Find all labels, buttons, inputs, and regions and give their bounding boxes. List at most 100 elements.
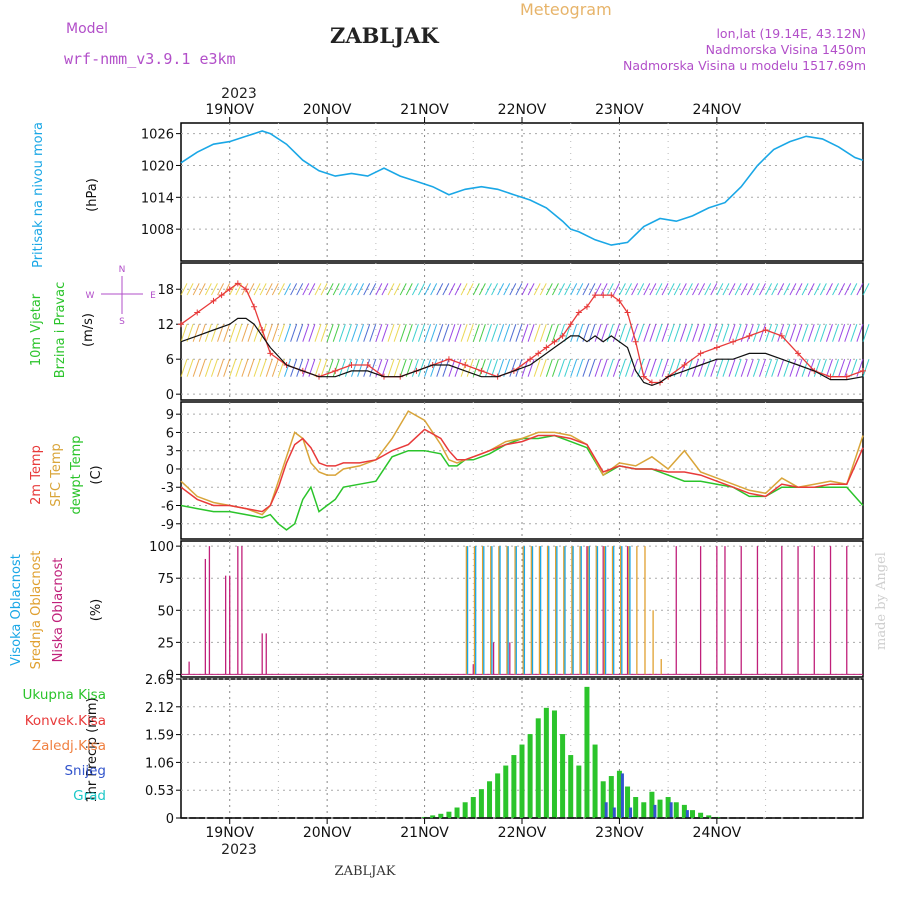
wind-barb [807,283,815,296]
wind-barb [862,324,870,342]
wind-barb [746,283,754,296]
wind-barb [186,359,194,377]
wind-barb [442,324,450,342]
wind-barb [381,359,389,377]
wind-barb [454,283,462,296]
precip-bar [503,765,509,818]
wind-barb [655,283,663,296]
credit: made by Angel [874,552,889,650]
precip-bar [487,781,493,818]
wind-barb [503,324,511,342]
precip-bar [612,807,616,818]
wind-barb [320,324,328,342]
precip-bar [462,802,468,818]
wind-barb [759,359,766,377]
wind-barb [643,324,651,342]
wind-barb [679,283,687,296]
wind-label-1: 10m Vjetar [29,293,44,366]
mid-cloud-label: Srednja Oblacnost [29,551,44,670]
precip-bar [584,686,590,818]
wind-barb [247,324,255,342]
wind-barb [813,324,821,342]
wind-barb [649,324,657,342]
wind-barb [436,283,444,296]
wind-barb [497,283,505,296]
wind-barb [253,359,261,377]
wind-barb [826,283,833,296]
wind-barb [606,359,614,377]
wind-barb [625,324,632,342]
wind-barb [210,359,218,377]
temp-tick-label: 9 [166,408,174,423]
wind-barb [314,283,322,296]
precip-bar [430,815,436,818]
wind-barb [314,359,322,377]
wind-barb [363,324,371,342]
wind-barb [497,324,505,342]
cloud-tick-label: 25 [157,636,174,651]
wind-barb [551,324,559,342]
wind-barb [631,283,639,296]
gust-marker [559,332,566,339]
wind-barb [210,324,218,342]
wind-barb [296,359,304,377]
wind-barb [539,283,547,296]
gust-marker [697,350,704,357]
wind-barb [856,359,864,377]
wind-barb [229,359,237,377]
wind-barb [484,359,492,377]
wind-barb [497,359,505,377]
wind-barb [296,324,304,342]
precip-bar [551,710,557,818]
wind-barb [716,359,724,377]
wind-barb [284,359,291,377]
footer-station: ZABLJAK [335,864,396,879]
wind-barb [588,359,596,377]
low-cloud-label: Niska Oblacnost [51,558,66,663]
model-elevation: Nadmorska Visina u modelu 1517.69m [623,58,866,73]
wind-barb [485,283,492,296]
wind-barb [728,359,736,377]
wind-barb [484,324,492,342]
compass-e: E [150,291,156,301]
day-label-top: 19NOV [205,102,254,118]
wind-barb [637,359,645,377]
wind-barb [710,283,718,296]
cloud-tick-label: 50 [157,604,174,619]
wind-barb [838,283,846,296]
temp-tick-label: 3 [166,445,174,460]
wind-barb [576,324,584,342]
wind-barb [558,359,566,377]
wind-barb [363,359,371,377]
gust-marker [527,356,534,363]
wind-barb [825,324,833,342]
day-label-top: 24NOV [693,102,742,118]
pressure-tick-label: 1014 [141,191,174,206]
wind-barb [698,283,706,296]
wind-barb [685,283,693,296]
pressure-frame [180,122,864,262]
wind-barb [338,283,346,296]
precip-bar [470,797,476,818]
precip-bar [543,707,549,818]
high-cloud-label: Visoka Oblacnost [9,554,24,666]
wind-barb [466,324,474,342]
precip-tick-label: 2.12 [145,701,174,716]
compass-icon: N S W E [86,265,157,327]
wind-barb [399,324,407,342]
precip-bar [478,789,484,818]
wind-barb [795,359,803,377]
wind-barb [570,359,578,377]
wind-barb [284,283,291,296]
day-label-bottom: 23NOV [595,825,644,841]
precip-bar [641,802,647,818]
wind-barb [326,324,334,342]
sfc-label: SFC Temp [49,443,64,507]
wind-barb [253,324,261,342]
gust-marker [259,327,266,334]
wind-barb [344,324,352,342]
wind-barb [643,359,651,377]
wind-barb [734,324,742,342]
wind-barb [223,359,231,377]
precip-bar [665,797,671,818]
